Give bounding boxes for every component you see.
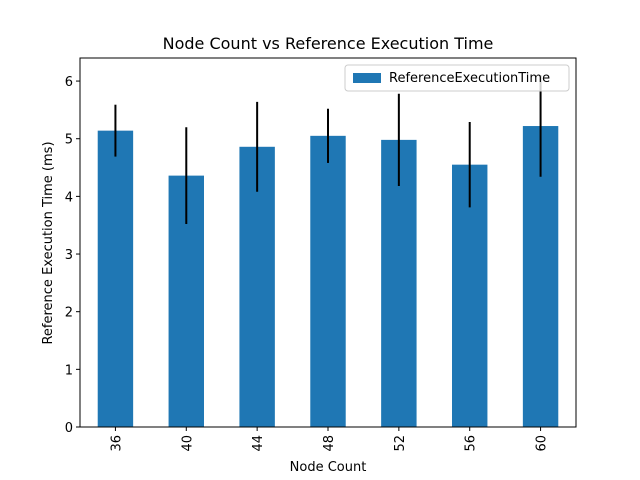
x-tick-label-52: 52 <box>393 435 408 452</box>
y-tick-label-5: 5 <box>65 133 73 148</box>
chart-title: Node Count vs Reference Execution Time <box>163 34 494 53</box>
legend: ReferenceExecutionTime <box>344 64 570 92</box>
legend-box <box>344 64 570 92</box>
bar-44 <box>239 146 275 427</box>
x-axis: 36 40 44 48 52 56 60 <box>109 427 550 452</box>
y-axis-label: Reference Execution Time (ms) <box>41 141 56 344</box>
x-tick-label-36: 36 <box>109 435 124 452</box>
bar-56 <box>452 164 488 427</box>
bar-48 <box>310 135 346 427</box>
y-axis: 0 1 2 3 4 5 6 <box>65 75 80 436</box>
x-tick-label-40: 40 <box>180 435 195 452</box>
bar-52 <box>381 139 417 427</box>
y-tick-label-0: 0 <box>65 421 73 436</box>
x-axis-label: Node Count <box>290 460 367 475</box>
x-tick-label-56: 56 <box>464 435 479 452</box>
x-tick-label-60: 60 <box>535 435 550 452</box>
y-tick-label-4: 4 <box>65 190 73 205</box>
bar-36 <box>97 130 134 427</box>
x-tick-label-48: 48 <box>322 435 337 452</box>
plot-area <box>79 57 577 428</box>
legend-swatch <box>353 73 381 83</box>
y-tick-label-2: 2 <box>65 306 73 321</box>
y-tick-label-3: 3 <box>65 248 73 263</box>
y-tick-label-1: 1 <box>65 363 73 378</box>
legend-label: ReferenceExecutionTime <box>389 71 550 86</box>
x-tick-label-44: 44 <box>251 435 266 452</box>
y-tick-label-6: 6 <box>65 75 73 90</box>
